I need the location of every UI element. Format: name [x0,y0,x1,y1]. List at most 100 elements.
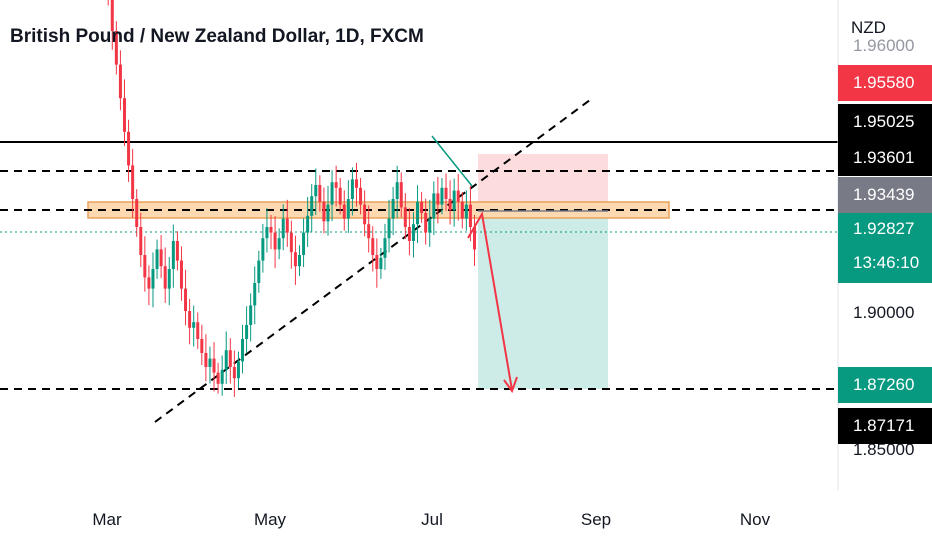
candle-down[interactable] [403,207,407,227]
candle-down[interactable] [456,190,460,202]
candle-up[interactable] [155,249,159,269]
candle-up[interactable] [387,218,391,239]
candle-down[interactable] [367,224,371,239]
candle-down[interactable] [143,255,147,278]
candle-up[interactable] [253,283,257,306]
candle-down[interactable] [175,241,179,261]
candle-down[interactable] [375,255,379,269]
candle-down[interactable] [269,227,273,233]
candle-up[interactable] [208,358,212,367]
candle-down[interactable] [436,193,440,205]
candle-down[interactable] [468,204,472,227]
candle-down[interactable] [216,372,220,384]
candle-up[interactable] [241,339,245,362]
candle-down[interactable] [420,201,424,213]
candle-down[interactable] [371,238,375,255]
candle-down[interactable] [228,350,232,367]
candle-down[interactable] [232,367,236,379]
target-price-badge: 1.87260 [838,367,932,403]
candle-up[interactable] [310,196,314,216]
candle-down[interactable] [147,277,151,289]
candle-up[interactable] [151,269,155,289]
candle-down[interactable] [179,260,183,289]
time-axis-label: Mar [92,510,122,529]
candle-up[interactable] [277,238,281,250]
candle-up[interactable] [265,227,269,239]
candle-down[interactable] [289,232,293,253]
candle-up[interactable] [350,179,354,199]
candle-down[interactable] [363,204,367,225]
candle-up[interactable] [383,238,387,258]
candle-up[interactable] [411,224,415,241]
candle-up[interactable] [330,182,334,205]
time-axis-label: Sep [580,510,612,529]
candle-down[interactable] [322,201,326,222]
candle-down[interactable] [212,358,216,373]
candle-up[interactable] [224,350,228,370]
last-price-value: 1.92827 [853,219,915,238]
candle-up[interactable] [281,218,285,239]
candle-down[interactable] [460,201,464,219]
candle-down[interactable] [196,322,200,339]
projection-arrow[interactable] [467,211,513,391]
candle-up[interactable] [464,204,468,219]
candle-up[interactable] [261,238,265,261]
candle-down[interactable] [318,185,322,202]
candle-down[interactable] [285,218,289,233]
chart-title: British Pound / New Zealand Dollar, 1D, … [10,26,424,47]
candle-up[interactable] [245,325,249,339]
candle-up[interactable] [171,241,175,269]
candle-up[interactable] [257,260,261,283]
candle-up[interactable] [391,199,395,219]
candle-up[interactable] [432,193,436,219]
candle-down[interactable] [122,98,126,132]
candle-up[interactable] [428,218,432,233]
candle-up[interactable] [346,199,350,219]
candle-down[interactable] [444,187,448,199]
candle-down[interactable] [273,232,277,250]
candle-up[interactable] [379,257,383,269]
candle-up[interactable] [395,182,399,199]
candle-down[interactable] [424,213,428,233]
candle-up[interactable] [220,369,224,384]
candle-up[interactable] [298,255,301,267]
candle-down[interactable] [338,187,342,205]
candle-down[interactable] [354,179,358,188]
candle-down[interactable] [163,266,167,289]
take-profit-zone[interactable] [478,211,608,389]
candle-up[interactable] [452,190,456,211]
candle-down[interactable] [334,182,338,188]
candle-down[interactable] [114,31,118,65]
candle-up[interactable] [326,204,330,222]
candle-down[interactable] [359,187,363,205]
candle-down[interactable] [184,288,188,311]
candle-up[interactable] [236,361,240,379]
candle-up[interactable] [167,269,171,289]
candle-down[interactable] [448,199,452,211]
candle-up[interactable] [249,305,253,325]
candle-up[interactable] [302,232,306,255]
candle-down[interactable] [118,64,122,99]
candle-down[interactable] [342,204,346,219]
candle-down[interactable] [200,339,204,353]
candle-down[interactable] [110,0,114,31]
trendline-resistance[interactable] [431,135,473,187]
candle-up[interactable] [314,185,318,197]
candle-down[interactable] [188,311,192,328]
candle-up[interactable] [416,201,420,225]
candle-down[interactable] [407,227,411,241]
candle-up[interactable] [192,322,196,328]
candle-down[interactable] [293,252,297,267]
candle-down[interactable] [399,182,403,208]
candle-down[interactable] [127,131,131,166]
candle-down[interactable] [204,353,208,367]
candle-up[interactable] [440,187,444,205]
candle-down[interactable] [473,227,477,250]
candle-down[interactable] [159,249,163,267]
bar-countdown: 13:46:10 [853,253,920,272]
candle-up[interactable] [306,215,310,233]
candle-down[interactable] [131,165,135,199]
candle-down[interactable] [135,199,139,227]
candle-down[interactable] [139,227,143,255]
